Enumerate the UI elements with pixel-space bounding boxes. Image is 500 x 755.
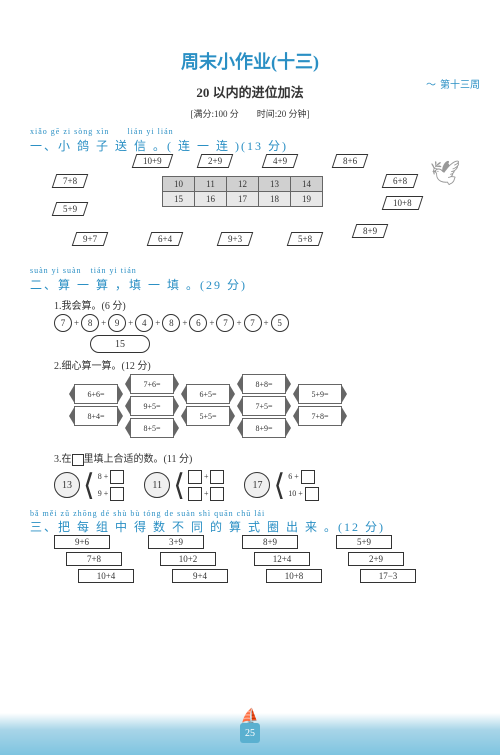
section-1: xiǎo gē zi sòng xìn lián yi lián 一、小 鸽 子…	[30, 126, 470, 259]
pinyin-1: xiǎo gē zi sòng xìn lián yi lián	[30, 126, 470, 137]
q2-1-label: 1.我会算。(6 分)	[54, 297, 470, 312]
section-2: suàn yi suàn tián yi tián 二、算 一 算 ，填 一 填…	[30, 265, 470, 503]
q2-1-circles: 7+ 8+ 9+ 4+ 8+ 6+ 7+ 7+ 5	[54, 314, 470, 332]
result-box: 15	[90, 335, 150, 353]
subtitle: 20 以内的进位加法	[0, 82, 500, 101]
pinyin-2: suàn yi suàn tián yi tián	[30, 265, 470, 276]
q2-2-label: 2.细心算一算。(12 分)	[54, 357, 470, 372]
q4-area: 9+67+810+4 3+910+29+4 8+912+410+8 5+92+9…	[54, 535, 470, 583]
section-3: bǎ měi zǔ zhōng dé shù bù tóng de suàn s…	[30, 509, 470, 583]
q1-matching-area: 10+9 2+9 4+9 8+6 7+8 6+8 10+8 5+9 9+7 6+…	[54, 154, 470, 259]
meta: [满分:100 分 时间:20 分钟]	[0, 107, 500, 120]
hex-area: 6+6= 7+6= 6+5= 8+8= 5+9= 8+4= 9+5= 5+5= …	[54, 374, 470, 446]
header-tag: 第十三周	[426, 76, 480, 91]
pigeon-icon: 🕊	[430, 159, 470, 189]
q2-3-area: 13 ⟨ 8+ 9+ 11 ⟨ + + 17 ⟨ 6+ 10+	[54, 468, 470, 503]
page-title: 周末小作业(十三)	[0, 48, 500, 74]
section-1-title: 一、小 鸽 子 送 信 。( 连 一 连 )(13 分)	[30, 137, 470, 154]
page-number: 25	[240, 723, 260, 743]
pinyin-3: bǎ měi zǔ zhōng dé shù bù tóng de suàn s…	[30, 509, 470, 518]
section-3-title: 三、把 每 组 中 得 数 不 同 的 算 式 圈 出 来 。(12 分)	[30, 518, 470, 535]
section-2-title: 二、算 一 算 ，填 一 填 。(29 分)	[30, 276, 470, 293]
q2-3-label: 3.在里填上合适的数。(11 分)	[54, 450, 470, 466]
answer-grid: 1011121314 1516171819	[162, 176, 323, 207]
footer-wave: ⛵ 25	[0, 713, 500, 755]
